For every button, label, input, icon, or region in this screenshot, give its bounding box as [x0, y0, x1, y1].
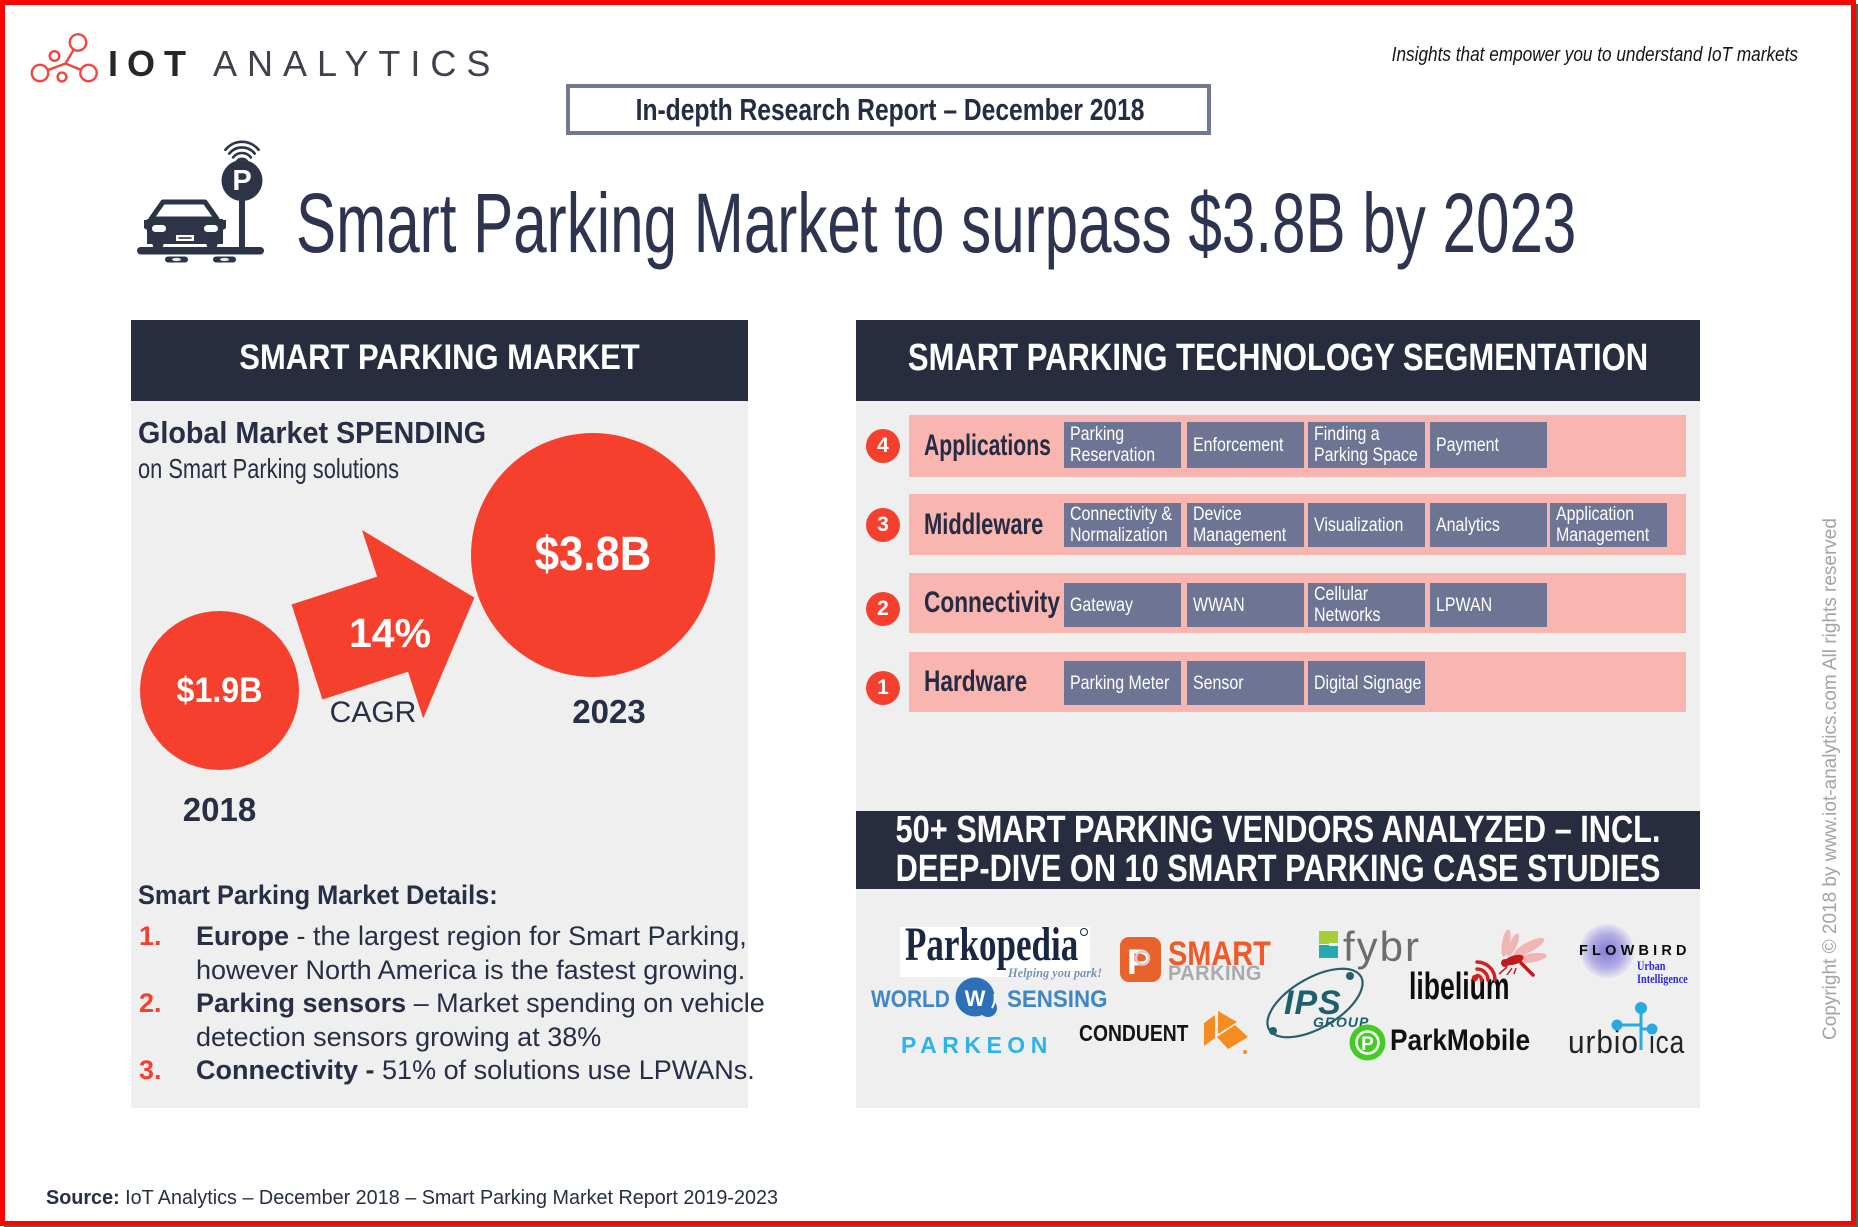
- svg-text:P: P: [1361, 1034, 1374, 1055]
- svg-text:W: W: [965, 986, 986, 1011]
- svg-text:P: P: [232, 165, 251, 197]
